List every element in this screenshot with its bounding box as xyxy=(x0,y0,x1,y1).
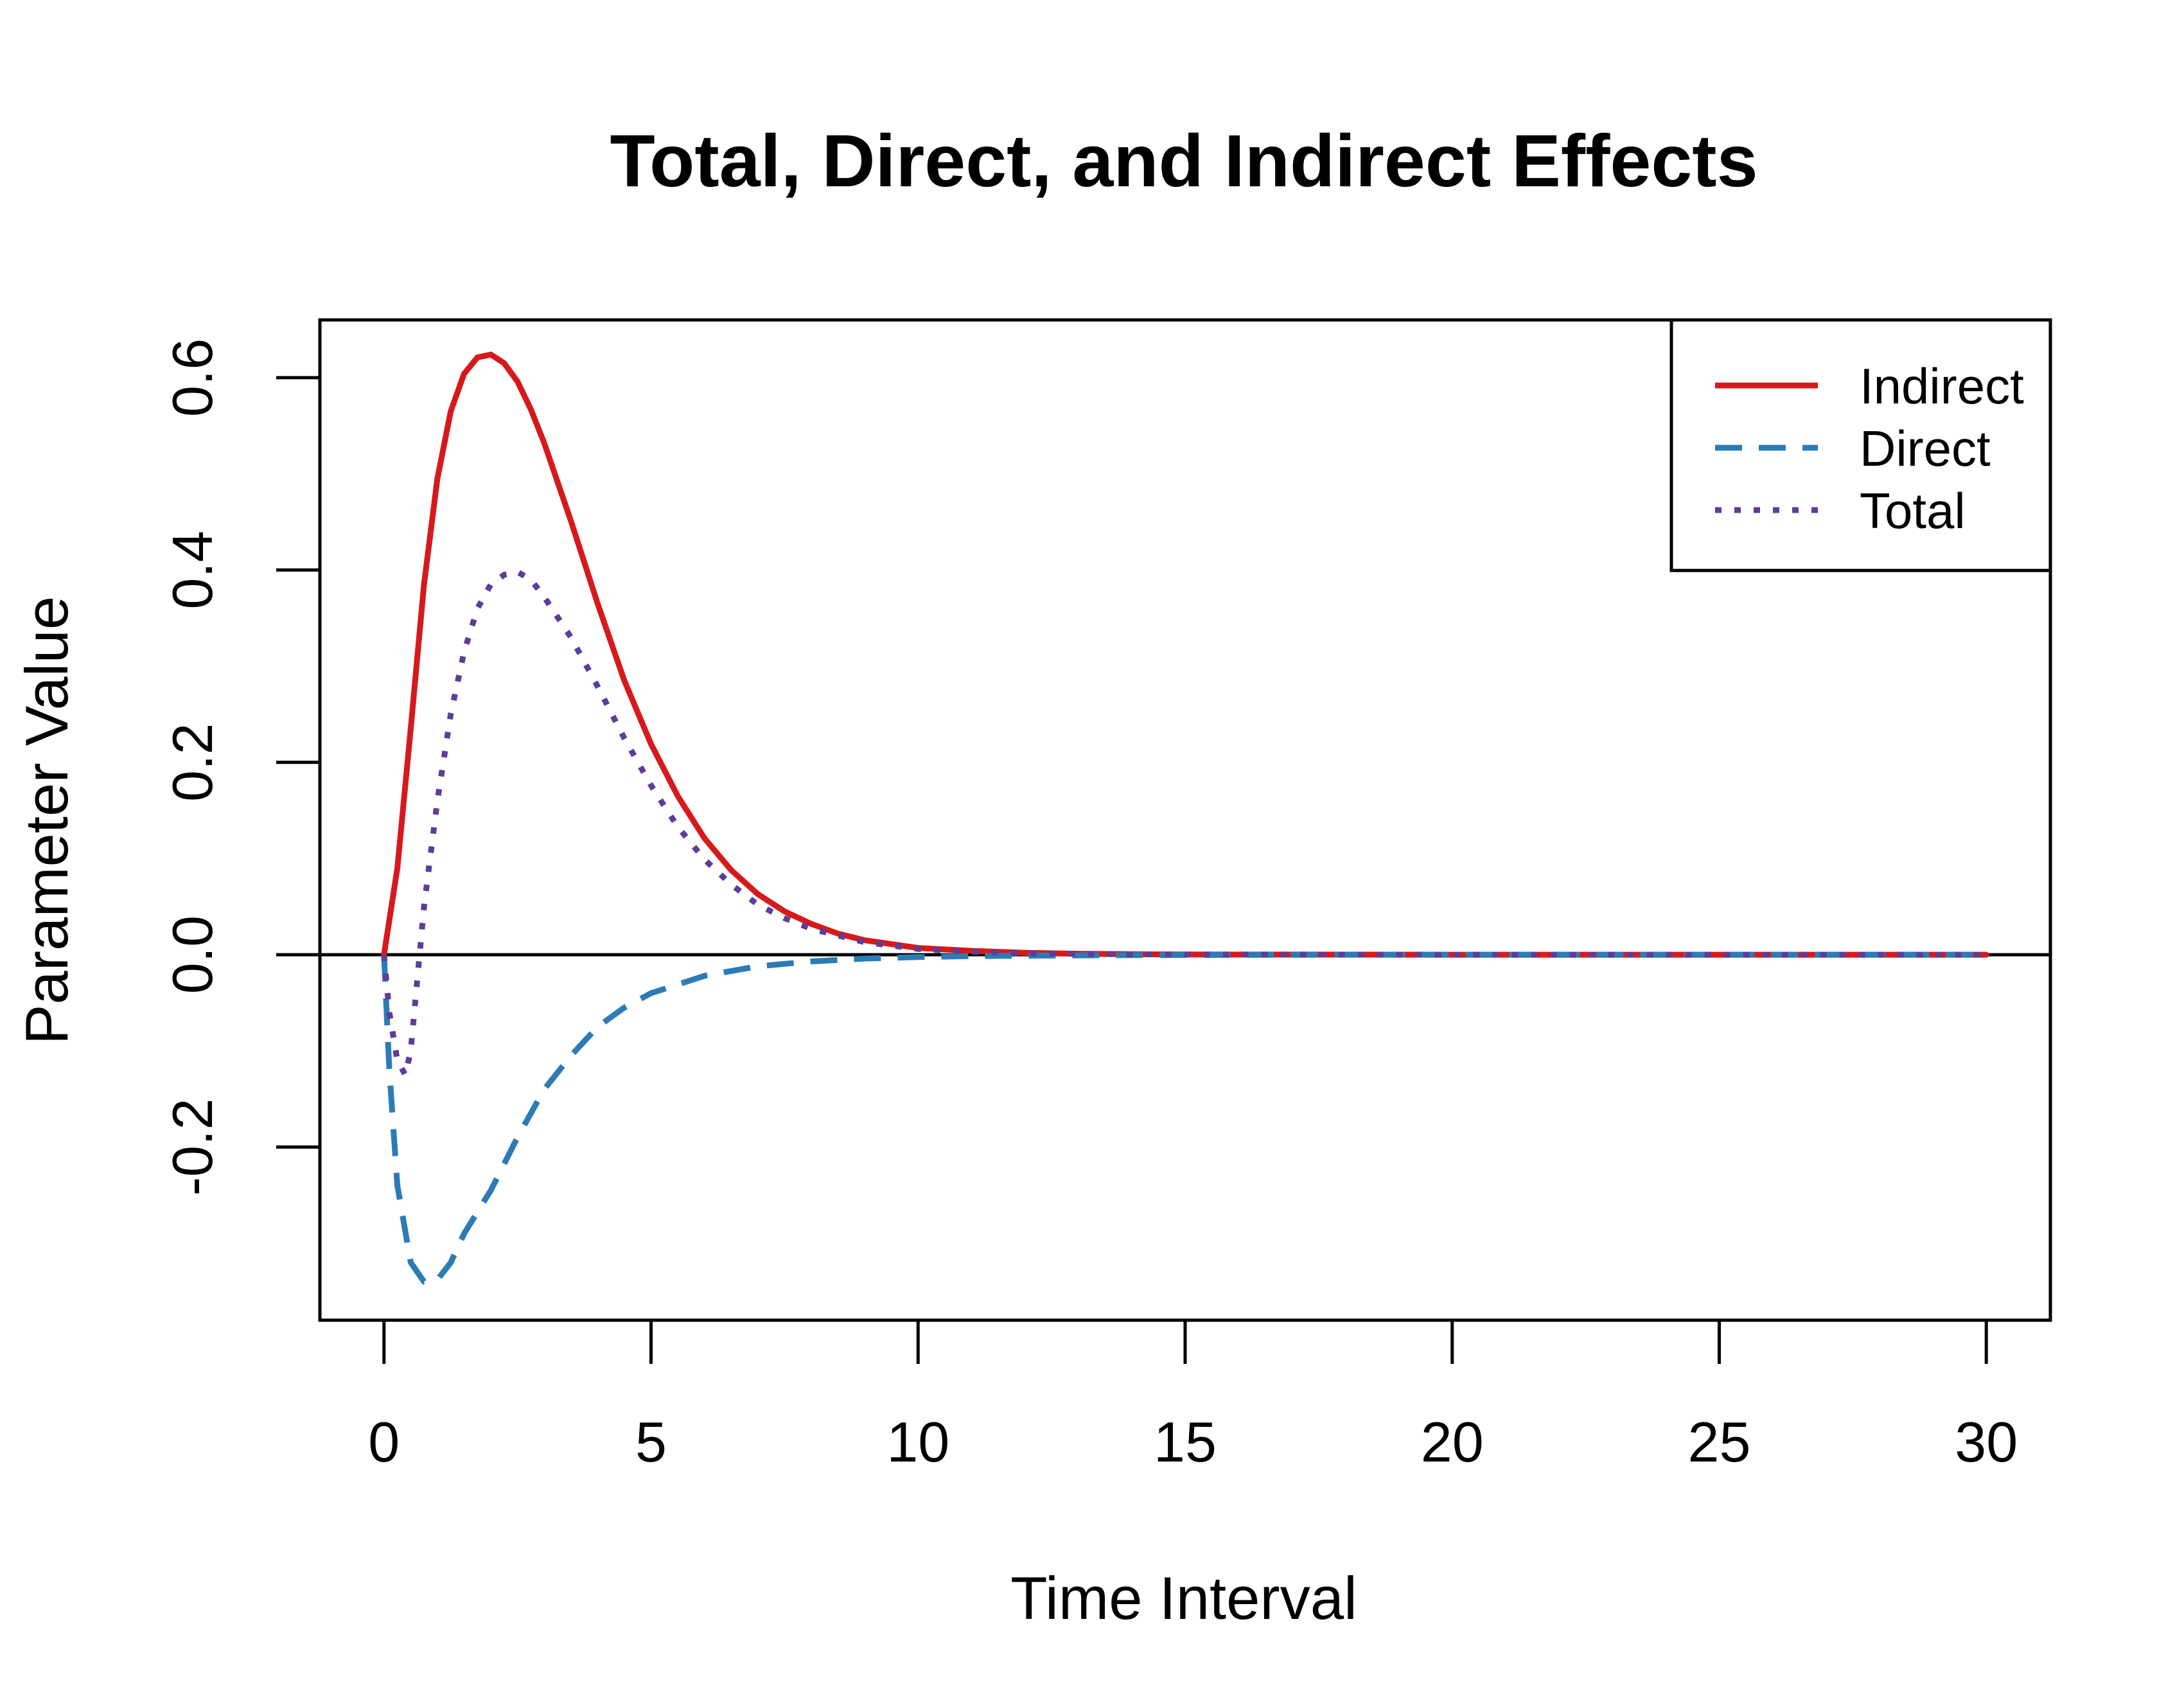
legend-label-direct: Direct xyxy=(1860,420,1991,477)
y-axis-label: Parameter Value xyxy=(13,596,80,1045)
series-total-line xyxy=(381,569,1987,1078)
legend-label-total: Total xyxy=(1860,482,1966,539)
series-direct-line xyxy=(381,951,1987,1285)
legend-box xyxy=(1669,318,2052,572)
y-tick-label: 0.4 xyxy=(161,531,224,609)
y-axis: -0.2 0.0 0.2 0.4 0.6 xyxy=(161,339,322,1196)
x-tick-label: 0 xyxy=(368,1410,400,1474)
x-axis-label: Time Interval xyxy=(1010,1564,1357,1632)
x-tick-label: 10 xyxy=(886,1410,949,1474)
x-tick-label: 5 xyxy=(635,1410,667,1474)
chart-title: Total, Direct, and Indirect Effects xyxy=(610,120,1757,202)
x-tick-label: 15 xyxy=(1154,1410,1217,1474)
x-tick-label: 25 xyxy=(1688,1410,1751,1474)
y-tick-label: 0.2 xyxy=(161,723,224,802)
series-layer xyxy=(381,351,1989,1285)
x-tick-label: 20 xyxy=(1421,1410,1484,1474)
y-tick-label: -0.2 xyxy=(161,1099,224,1196)
x-tick-label: 30 xyxy=(1955,1410,2018,1474)
y-tick-label: 0.6 xyxy=(161,339,224,417)
y-tick-label: 0.0 xyxy=(161,915,224,994)
legend-label-indirect: Indirect xyxy=(1860,358,2024,414)
x-axis: 0 5 10 15 20 25 30 xyxy=(368,1318,2018,1474)
